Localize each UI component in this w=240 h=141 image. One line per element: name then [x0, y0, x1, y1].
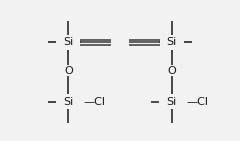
Text: Si: Si	[167, 97, 177, 106]
Text: O: O	[167, 66, 176, 75]
Text: Si: Si	[63, 97, 73, 106]
Text: Si: Si	[167, 37, 177, 47]
Text: O: O	[64, 66, 73, 75]
Text: Si: Si	[63, 37, 73, 47]
Text: —Cl: —Cl	[83, 97, 105, 106]
Text: —Cl: —Cl	[186, 97, 209, 106]
